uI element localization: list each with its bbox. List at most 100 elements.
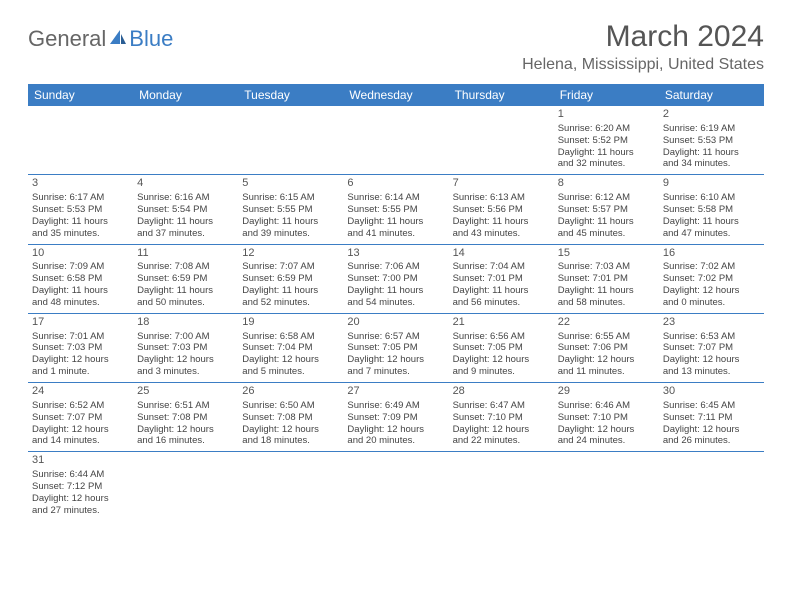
sunset-text: Sunset: 7:03 PM — [137, 342, 234, 354]
sunrise-text: Sunrise: 6:47 AM — [453, 400, 550, 412]
sunrise-text: Sunrise: 6:57 AM — [347, 331, 444, 343]
day-cell-empty — [449, 106, 554, 174]
daylight-text: and 37 minutes. — [137, 228, 234, 240]
day-cell: 10Sunrise: 7:09 AMSunset: 6:58 PMDayligh… — [28, 245, 133, 313]
daylight-text: Daylight: 12 hours — [558, 354, 655, 366]
daylight-text: Daylight: 12 hours — [663, 285, 760, 297]
daylight-text: Daylight: 11 hours — [558, 147, 655, 159]
sunrise-text: Sunrise: 6:19 AM — [663, 123, 760, 135]
daylight-text: and 56 minutes. — [453, 297, 550, 309]
day-cell-empty — [343, 452, 448, 520]
daylight-text: Daylight: 11 hours — [663, 147, 760, 159]
day-number: 6 — [347, 177, 444, 191]
daylight-text: and 11 minutes. — [558, 366, 655, 378]
sunset-text: Sunset: 7:09 PM — [347, 412, 444, 424]
sunset-text: Sunset: 7:03 PM — [32, 342, 129, 354]
day-cell-empty — [133, 452, 238, 520]
day-number: 5 — [242, 177, 339, 191]
daylight-text: Daylight: 11 hours — [347, 216, 444, 228]
sunrise-text: Sunrise: 6:49 AM — [347, 400, 444, 412]
daylight-text: and 5 minutes. — [242, 366, 339, 378]
day-cell: 9Sunrise: 6:10 AMSunset: 5:58 PMDaylight… — [659, 175, 764, 243]
sunrise-text: Sunrise: 6:14 AM — [347, 192, 444, 204]
day-cell: 14Sunrise: 7:04 AMSunset: 7:01 PMDayligh… — [449, 245, 554, 313]
day-cell: 17Sunrise: 7:01 AMSunset: 7:03 PMDayligh… — [28, 314, 133, 382]
day-number: 10 — [32, 247, 129, 261]
day-number: 22 — [558, 316, 655, 330]
sunrise-text: Sunrise: 6:17 AM — [32, 192, 129, 204]
daylight-text: and 9 minutes. — [453, 366, 550, 378]
sunset-text: Sunset: 5:58 PM — [663, 204, 760, 216]
sunset-text: Sunset: 7:05 PM — [347, 342, 444, 354]
sunset-text: Sunset: 6:58 PM — [32, 273, 129, 285]
day-cell: 22Sunrise: 6:55 AMSunset: 7:06 PMDayligh… — [554, 314, 659, 382]
sunrise-text: Sunrise: 7:04 AM — [453, 261, 550, 273]
daylight-text: Daylight: 11 hours — [242, 216, 339, 228]
daylight-text: and 22 minutes. — [453, 435, 550, 447]
daylight-text: Daylight: 11 hours — [32, 216, 129, 228]
daylight-text: Daylight: 11 hours — [453, 216, 550, 228]
day-cell: 28Sunrise: 6:47 AMSunset: 7:10 PMDayligh… — [449, 383, 554, 451]
header: General Blue March 2024 Helena, Mississi… — [28, 20, 764, 74]
day-cell: 24Sunrise: 6:52 AMSunset: 7:07 PMDayligh… — [28, 383, 133, 451]
day-cell: 21Sunrise: 6:56 AMSunset: 7:05 PMDayligh… — [449, 314, 554, 382]
day-cell: 30Sunrise: 6:45 AMSunset: 7:11 PMDayligh… — [659, 383, 764, 451]
daylight-text: Daylight: 12 hours — [663, 354, 760, 366]
sunrise-text: Sunrise: 6:44 AM — [32, 469, 129, 481]
day-number: 20 — [347, 316, 444, 330]
day-cell: 31Sunrise: 6:44 AMSunset: 7:12 PMDayligh… — [28, 452, 133, 520]
sunrise-text: Sunrise: 7:07 AM — [242, 261, 339, 273]
daylight-text: and 47 minutes. — [663, 228, 760, 240]
daylight-text: and 14 minutes. — [32, 435, 129, 447]
day-cell: 13Sunrise: 7:06 AMSunset: 7:00 PMDayligh… — [343, 245, 448, 313]
day-header: Monday — [133, 84, 238, 106]
day-number: 13 — [347, 247, 444, 261]
day-number: 30 — [663, 385, 760, 399]
sunrise-text: Sunrise: 6:16 AM — [137, 192, 234, 204]
day-cell-empty — [449, 452, 554, 520]
day-number: 9 — [663, 177, 760, 191]
day-cell-empty — [133, 106, 238, 174]
sunrise-text: Sunrise: 6:46 AM — [558, 400, 655, 412]
sunset-text: Sunset: 7:06 PM — [558, 342, 655, 354]
sunrise-text: Sunrise: 6:10 AM — [663, 192, 760, 204]
daylight-text: and 26 minutes. — [663, 435, 760, 447]
daylight-text: and 16 minutes. — [137, 435, 234, 447]
day-cell: 4Sunrise: 6:16 AMSunset: 5:54 PMDaylight… — [133, 175, 238, 243]
daylight-text: and 54 minutes. — [347, 297, 444, 309]
day-header: Friday — [554, 84, 659, 106]
day-cell: 16Sunrise: 7:02 AMSunset: 7:02 PMDayligh… — [659, 245, 764, 313]
day-number: 31 — [32, 454, 129, 468]
day-number: 27 — [347, 385, 444, 399]
daylight-text: and 48 minutes. — [32, 297, 129, 309]
calendar-body: 1Sunrise: 6:20 AMSunset: 5:52 PMDaylight… — [28, 106, 764, 521]
sunrise-text: Sunrise: 7:08 AM — [137, 261, 234, 273]
day-cell: 8Sunrise: 6:12 AMSunset: 5:57 PMDaylight… — [554, 175, 659, 243]
daylight-text: Daylight: 11 hours — [558, 285, 655, 297]
daylight-text: and 39 minutes. — [242, 228, 339, 240]
sunrise-text: Sunrise: 6:55 AM — [558, 331, 655, 343]
day-cell: 12Sunrise: 7:07 AMSunset: 6:59 PMDayligh… — [238, 245, 343, 313]
sunrise-text: Sunrise: 6:56 AM — [453, 331, 550, 343]
sunset-text: Sunset: 7:07 PM — [32, 412, 129, 424]
day-number: 8 — [558, 177, 655, 191]
day-number: 17 — [32, 316, 129, 330]
daylight-text: Daylight: 11 hours — [663, 216, 760, 228]
week-row: 10Sunrise: 7:09 AMSunset: 6:58 PMDayligh… — [28, 245, 764, 314]
sunrise-text: Sunrise: 6:45 AM — [663, 400, 760, 412]
sunset-text: Sunset: 5:54 PM — [137, 204, 234, 216]
day-number: 14 — [453, 247, 550, 261]
sunrise-text: Sunrise: 6:53 AM — [663, 331, 760, 343]
sunrise-text: Sunrise: 7:00 AM — [137, 331, 234, 343]
daylight-text: and 50 minutes. — [137, 297, 234, 309]
day-number: 3 — [32, 177, 129, 191]
sunset-text: Sunset: 7:01 PM — [453, 273, 550, 285]
day-header: Thursday — [449, 84, 554, 106]
daylight-text: Daylight: 11 hours — [137, 285, 234, 297]
week-row: 24Sunrise: 6:52 AMSunset: 7:07 PMDayligh… — [28, 383, 764, 452]
sunset-text: Sunset: 7:08 PM — [242, 412, 339, 424]
week-row: 1Sunrise: 6:20 AMSunset: 5:52 PMDaylight… — [28, 106, 764, 175]
sunset-text: Sunset: 7:12 PM — [32, 481, 129, 493]
daylight-text: and 58 minutes. — [558, 297, 655, 309]
sunrise-text: Sunrise: 6:20 AM — [558, 123, 655, 135]
